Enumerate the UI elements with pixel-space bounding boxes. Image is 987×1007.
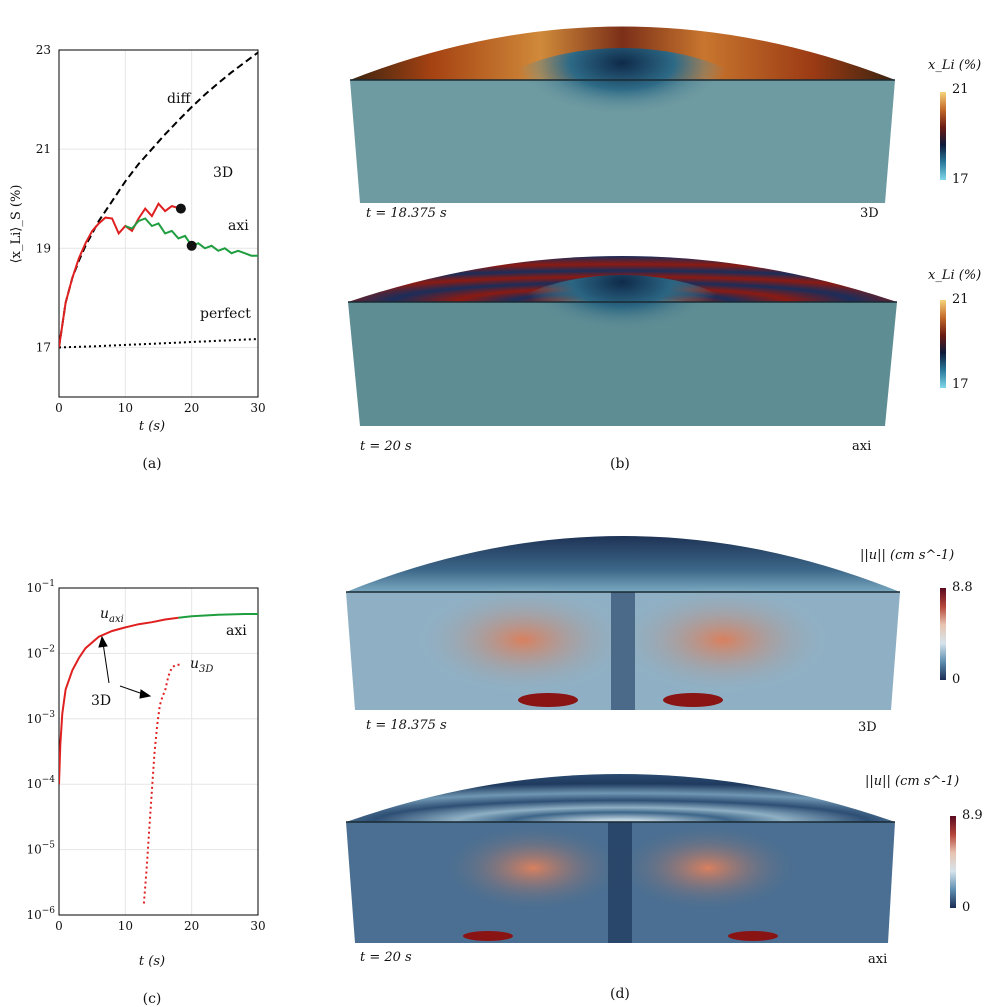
annotation-u-3d: u3D bbox=[190, 656, 213, 675]
cbar-b-bottom-min: 17 bbox=[952, 377, 969, 392]
cbar-d-bottom-min: 0 bbox=[962, 900, 971, 915]
series-line-axi bbox=[178, 613, 258, 619]
d-bottom-cap bbox=[346, 774, 895, 822]
chart-c-ytick-label: 10−5 bbox=[26, 841, 55, 857]
chart-a-frame bbox=[58, 49, 259, 398]
d-top-label: 3D bbox=[858, 720, 877, 735]
cbar-d-top bbox=[940, 588, 946, 680]
annotation-diff: diff bbox=[167, 91, 191, 107]
b-top-plume bbox=[472, 48, 772, 198]
panel-label-a: (a) bbox=[142, 456, 161, 472]
chart-c-ticks: 0 10 20 30 10−6 10−5 10−4 10−3 10−2 10−1 bbox=[26, 579, 265, 933]
annotation-perfect: perfect bbox=[200, 306, 251, 322]
chart-a-xtick-label: 0 bbox=[55, 401, 63, 415]
chart-a-ylabel: ⟨x_Li⟩_S (%) bbox=[9, 185, 24, 264]
d-bottom-hot-left bbox=[438, 823, 628, 913]
cbar-d-top-max: 8.8 bbox=[952, 580, 973, 595]
b-bottom-label: axi bbox=[852, 439, 872, 454]
chart-c-ytick-label: 10−3 bbox=[26, 710, 55, 726]
render-b-top-image bbox=[350, 26, 895, 203]
cbar-d-bottom bbox=[950, 816, 956, 908]
d-top-jet-left bbox=[518, 693, 578, 707]
chart-c-ytick-label: 10−6 bbox=[26, 906, 55, 922]
b-bottom-plume bbox=[482, 275, 762, 415]
cbar-d-bottom-max: 8.9 bbox=[962, 808, 983, 823]
cbar-b-top bbox=[940, 92, 946, 180]
render-d-top-image bbox=[346, 536, 900, 710]
annotation-axi: axi bbox=[228, 218, 249, 234]
chart-c-xtick-label: 0 bbox=[55, 919, 63, 933]
series-line-perfect bbox=[59, 338, 258, 349]
cbar-d-bottom-title: ||u|| (cm s^-1) bbox=[865, 774, 960, 789]
chart-a-xtick-label: 10 bbox=[118, 401, 133, 415]
panel-label-d: (d) bbox=[610, 986, 630, 1002]
cbar-b-top-title: x_Li (%) bbox=[928, 58, 982, 73]
b-top-time: t = 18.375 s bbox=[366, 206, 447, 221]
chart-c-plot-area bbox=[59, 613, 258, 904]
render-d-top bbox=[343, 520, 903, 720]
cbar-b-top-max: 21 bbox=[952, 82, 969, 97]
annotation-arrows bbox=[98, 635, 152, 699]
series-line-u-axi bbox=[59, 616, 179, 785]
chart-a-xtick-label: 30 bbox=[250, 401, 265, 415]
arrow-head-u-3d bbox=[139, 689, 152, 699]
chart-a-ticks: 0 10 20 30 17 19 21 23 bbox=[36, 43, 266, 415]
cbar-d-top-min: 0 bbox=[952, 672, 961, 687]
render-d-bottom-image bbox=[346, 774, 895, 943]
panel-label-c: (c) bbox=[143, 991, 162, 1007]
chart-c: 0 10 20 30 10−6 10−5 10−4 10−3 10−2 10−1 t (s) ua… bbox=[26, 579, 265, 1007]
arrow-to-u-3d bbox=[119, 685, 144, 695]
cbar-b-bottom bbox=[940, 300, 946, 388]
d-bottom-time: t = 20 s bbox=[360, 950, 412, 965]
chart-a-ytick-label: 21 bbox=[36, 142, 51, 156]
marker-3d bbox=[175, 203, 186, 214]
render-d-bottom bbox=[343, 758, 898, 948]
cbar-b-bottom-title: x_Li (%) bbox=[928, 268, 982, 283]
chart-c-ytick-label: 10−1 bbox=[26, 579, 55, 595]
annotation-u-axi: uaxi bbox=[100, 606, 124, 625]
chart-c-xlabel: t (s) bbox=[139, 954, 165, 969]
d-top-jet-right bbox=[663, 693, 723, 707]
d-bottom-jet-left bbox=[463, 931, 513, 941]
chart-c-frame bbox=[58, 587, 259, 916]
chart-c-xtick-label: 10 bbox=[118, 919, 133, 933]
annotation-3d-c: 3D bbox=[91, 693, 111, 709]
render-b-top bbox=[345, 8, 900, 223]
render-b-bottom bbox=[345, 240, 900, 440]
arrow-head-u-axi bbox=[98, 635, 108, 648]
cbar-b-top-min: 17 bbox=[952, 172, 969, 187]
chart-c-xtick-label: 30 bbox=[250, 919, 265, 933]
chart-c-ytick-label: 10−4 bbox=[26, 775, 55, 791]
d-bottom-jet-right bbox=[728, 931, 778, 941]
d-bottom-label: axi bbox=[868, 952, 888, 967]
b-bottom-time: t = 20 s bbox=[360, 439, 412, 454]
d-bottom-column bbox=[608, 822, 632, 943]
marker-axi bbox=[186, 240, 197, 251]
chart-a-ytick-label: 19 bbox=[36, 241, 51, 255]
chart-a-ytick-label: 23 bbox=[36, 43, 51, 57]
b-top-label: 3D bbox=[860, 206, 879, 221]
cbar-d-top-title: ||u|| (cm s^-1) bbox=[860, 548, 955, 563]
d-top-time: t = 18.375 s bbox=[366, 718, 447, 733]
series-line-3d bbox=[59, 201, 182, 348]
arrow-to-u-axi bbox=[102, 642, 110, 684]
chart-c-xtick-label: 20 bbox=[184, 919, 199, 933]
chart-a-plot-area bbox=[59, 51, 258, 349]
chart-c-ytick-label: 10−2 bbox=[26, 644, 55, 660]
d-top-cap bbox=[346, 536, 900, 592]
annotation-axi-c: axi bbox=[226, 623, 247, 639]
chart-a-xlabel: t (s) bbox=[139, 419, 165, 434]
d-top-column bbox=[611, 592, 635, 710]
annotation-3d: 3D bbox=[213, 165, 233, 181]
d-top-hot-right bbox=[613, 585, 833, 695]
chart-a-xtick-label: 20 bbox=[184, 401, 199, 415]
d-bottom-hot-right bbox=[613, 823, 803, 913]
series-line-diff bbox=[59, 51, 258, 348]
panel-label-b: (b) bbox=[610, 456, 630, 472]
render-b-bottom-image bbox=[348, 256, 897, 426]
cbar-b-bottom-max: 21 bbox=[952, 292, 969, 307]
chart-a-ytick-label: 17 bbox=[36, 340, 51, 354]
d-top-hot-left bbox=[413, 585, 633, 695]
